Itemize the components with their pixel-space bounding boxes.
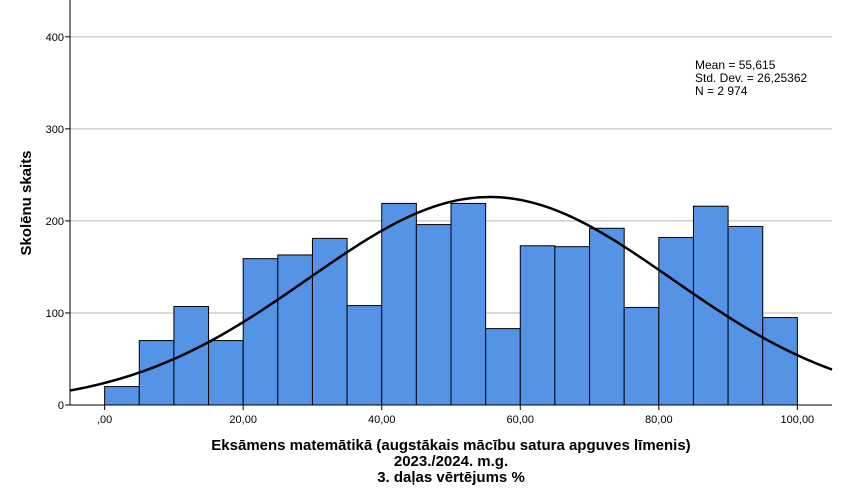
histogram-bar <box>554 246 591 406</box>
histogram-bar <box>519 245 556 406</box>
y-tick-label: 300 <box>46 124 64 136</box>
y-tick-label: 100 <box>46 308 64 320</box>
x-tick-label: ,00 <box>97 414 112 426</box>
histogram-bar <box>346 305 383 406</box>
x-tick-label: 40,00 <box>368 414 396 426</box>
histogram-bar <box>138 340 175 406</box>
histogram-bar <box>450 202 487 406</box>
x-tick-label: 100,00 <box>781 414 815 426</box>
y-tick-label: 200 <box>46 216 64 228</box>
x-axis-title-line-1: Eksāmens matemātikā (augstākais mācību s… <box>211 437 690 454</box>
x-tick-label: 80,00 <box>645 414 673 426</box>
histogram-bars <box>104 202 798 406</box>
histogram-bar <box>277 254 313 406</box>
x-tick-label: 60,00 <box>507 414 535 426</box>
x-axis-title-line-2: 2023./2024. m.g. <box>394 453 508 470</box>
axes <box>69 0 832 406</box>
histogram-bar <box>692 205 729 406</box>
histogram-bar <box>658 236 694 406</box>
histogram-bar <box>242 258 279 406</box>
statistics-box: Mean = 55,615 Std. Dev. = 26,25362 N = 2… <box>695 58 808 98</box>
y-axis-title: Skolēnu skaits <box>18 150 35 255</box>
y-tick-label: 400 <box>46 32 64 44</box>
histogram-bar <box>381 202 417 406</box>
x-axis-title: Eksāmens matemātikā (augstākais mācību s… <box>211 437 690 486</box>
tick-labels: 0 100 200 300 400 ,00 20,00 40,00 60,00 80,00 100,… <box>46 32 815 426</box>
histogram-bar <box>762 317 798 406</box>
histogram-bar <box>589 227 625 406</box>
stat-n: N = 2 974 <box>695 84 748 98</box>
stat-mean: Mean = 55,615 <box>695 58 776 72</box>
histogram-bar <box>415 224 452 406</box>
histogram-bar <box>208 340 244 406</box>
x-axis-title-line-3: 3. daļas vērtējums % <box>377 469 525 486</box>
histogram-bar <box>104 386 140 406</box>
histogram-bar <box>485 328 521 406</box>
histogram-bar <box>727 225 764 406</box>
histogram-bar <box>623 306 660 406</box>
normal-curve <box>69 195 833 392</box>
x-tick-label: 20,00 <box>229 414 257 426</box>
stat-std-dev: Std. Dev. = 26,25362 <box>695 71 808 85</box>
y-tick-label: 0 <box>58 400 64 412</box>
